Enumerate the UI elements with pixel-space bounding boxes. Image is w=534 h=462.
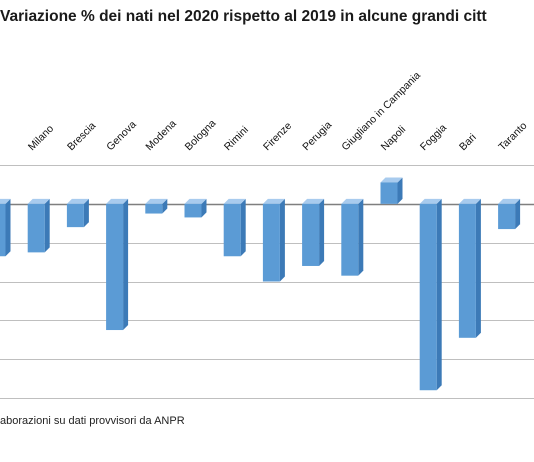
category-label: Giugliano in Campania	[339, 69, 423, 153]
bar-side	[162, 198, 168, 214]
bar-face	[302, 203, 320, 266]
bar-face	[341, 203, 359, 276]
bar-side	[358, 198, 364, 276]
category-label: Napoli	[379, 124, 409, 154]
bar-rimini	[223, 198, 246, 257]
bar-face	[184, 203, 202, 218]
bar-perugia	[302, 198, 325, 266]
bar-top	[145, 198, 168, 204]
bar-side	[201, 198, 207, 218]
category-label: Taranto	[496, 120, 529, 153]
category-label: Rimini	[222, 124, 251, 153]
category-label: Perugia	[300, 119, 334, 153]
bar-face	[498, 203, 516, 230]
bar-bologna	[184, 198, 207, 218]
category-label: Foggia	[418, 122, 449, 153]
bar-face	[106, 203, 124, 331]
bar-top	[0, 198, 11, 204]
bar-side	[436, 198, 442, 391]
bar-top	[498, 198, 521, 204]
bar-brescia	[66, 198, 89, 228]
bar-top	[106, 198, 129, 204]
bar-face	[419, 203, 437, 391]
bar-top	[341, 198, 364, 204]
bar-foggia	[419, 198, 442, 391]
bar-side	[475, 198, 481, 338]
category-label: Milano	[26, 123, 56, 153]
bar-side	[279, 198, 285, 282]
bar-genova	[106, 198, 129, 331]
source-note: aborazioni su dati provvisori da ANPR	[0, 415, 185, 427]
bar-top	[302, 198, 325, 204]
bar-side	[5, 198, 11, 257]
bar-side	[515, 198, 521, 230]
category-label: Bari	[457, 131, 479, 153]
bar-face	[380, 182, 398, 204]
bars	[0, 177, 521, 391]
bar-bari	[458, 198, 481, 338]
category-label: Brescia	[65, 120, 98, 153]
bar-top	[262, 198, 285, 204]
bar-unlabeled	[0, 198, 11, 257]
category-label: Firenze	[261, 120, 294, 153]
bar-top	[380, 177, 403, 183]
bar-side	[319, 198, 325, 266]
bar-firenze	[262, 198, 285, 282]
bar-face	[458, 203, 476, 338]
category-label: Genova	[104, 119, 139, 154]
bar-top	[419, 198, 442, 204]
bar-giugliano-in-campania	[341, 198, 364, 276]
bar-modena	[145, 198, 168, 214]
category-label: Bologna	[183, 117, 219, 153]
category-label: Modena	[143, 118, 178, 153]
bar-milano	[27, 198, 50, 253]
bar-face	[223, 203, 241, 257]
bar-top	[184, 198, 207, 204]
bar-face	[262, 203, 280, 282]
bar-side	[44, 198, 50, 253]
bar-side	[123, 198, 129, 331]
bar-taranto	[498, 198, 521, 230]
bar-top	[27, 198, 50, 204]
bar-napoli	[380, 177, 403, 204]
chart-title: Variazione % dei nati nel 2020 rispetto …	[0, 8, 487, 25]
bar-side	[83, 198, 89, 228]
bar-face	[27, 203, 45, 253]
bar-top	[223, 198, 246, 204]
bar-side	[397, 177, 403, 204]
bar-face	[0, 203, 6, 257]
bar-side	[240, 198, 246, 257]
category-labels: Milano Brescia Genova Modena Bologna Rimini Fi…	[26, 69, 530, 154]
bar-face	[66, 203, 84, 228]
bar-top	[66, 198, 89, 204]
bar-top	[458, 198, 481, 204]
bar-face	[145, 203, 163, 214]
